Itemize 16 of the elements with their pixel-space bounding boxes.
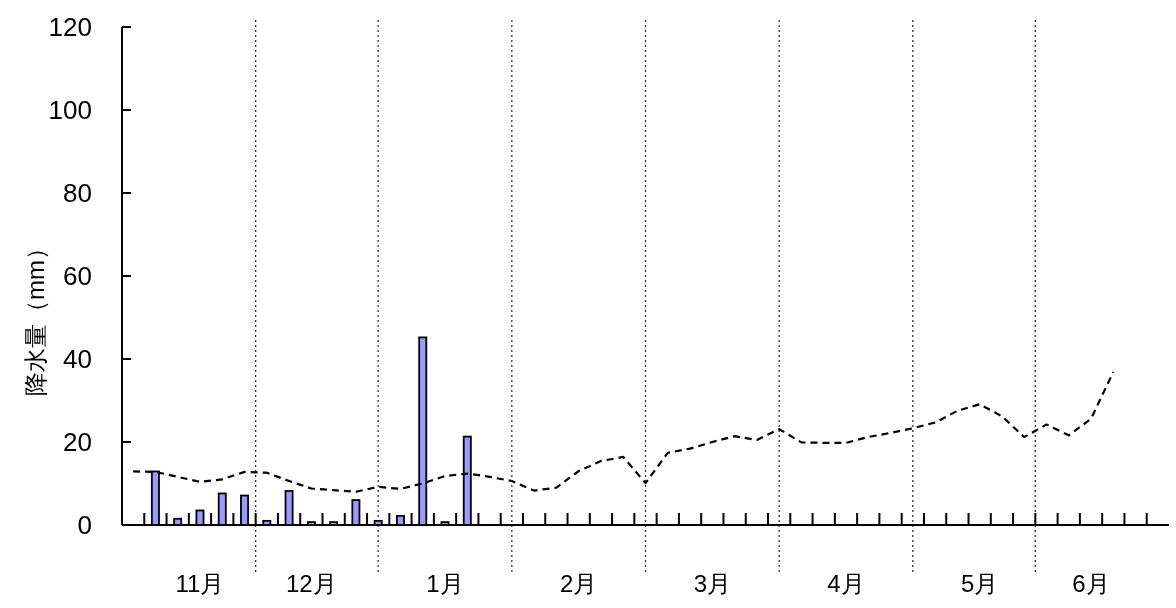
x-tick-label: 11月: [175, 570, 225, 597]
x-tick-label: 1月: [426, 570, 464, 597]
x-tick-label: 6月: [1072, 570, 1110, 597]
y-tick-label: 100: [48, 95, 92, 125]
x-tick-label: 4月: [827, 570, 865, 597]
y-tick-label: 20: [63, 427, 92, 457]
x-tick-label: 5月: [960, 570, 999, 597]
x-tick-label: 12月: [286, 570, 337, 597]
y-tick-label: 120: [48, 12, 92, 42]
y-tick-label: 0: [77, 510, 92, 540]
x-tick-label: 3月: [693, 570, 732, 597]
y-tick-label: 80: [63, 178, 92, 208]
y-tick-label: 60: [63, 261, 92, 291]
y-tick-label: 40: [63, 344, 92, 374]
y-axis-title: 降水量（mm）: [22, 236, 49, 396]
x-tick-label: 2月: [559, 570, 598, 597]
